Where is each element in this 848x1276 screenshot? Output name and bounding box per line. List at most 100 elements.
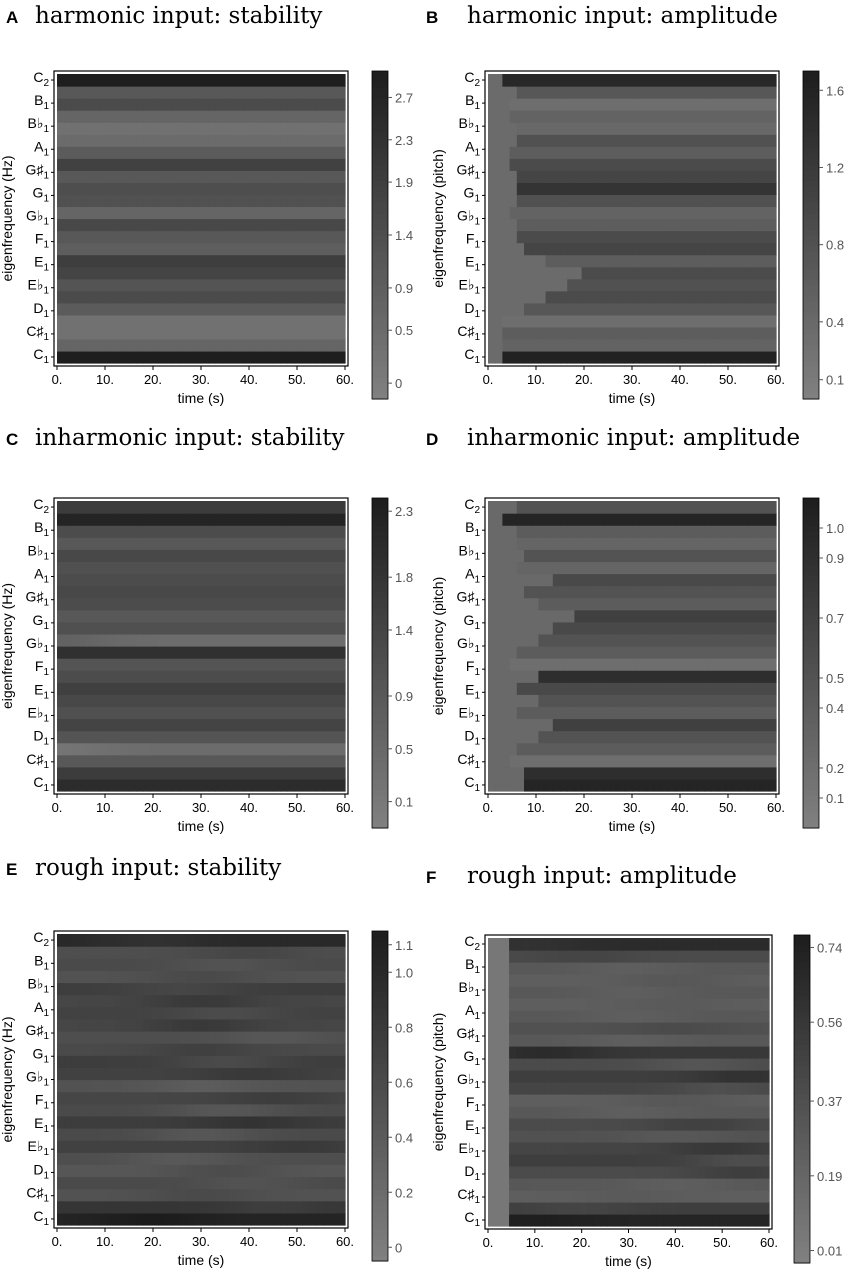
heatmap-cell <box>660 98 669 111</box>
heatmap-cell <box>610 182 619 196</box>
heatmap-cell <box>172 537 180 550</box>
heatmap-cell <box>323 621 332 635</box>
heatmap-cell <box>768 266 777 280</box>
heatmap-cell <box>646 754 655 768</box>
heatmap-cell <box>201 1140 209 1153</box>
heatmap-cell <box>660 290 669 304</box>
heatmap-cell <box>617 302 626 316</box>
heatmap-cell <box>64 170 72 183</box>
heatmap-cell <box>287 98 296 111</box>
heatmap-cell <box>639 98 647 111</box>
heatmap-cell <box>624 585 633 599</box>
heatmap-cell <box>538 182 547 196</box>
heatmap-cell <box>208 146 216 159</box>
y-tick-label: A1 <box>34 565 49 585</box>
heatmap-cell <box>258 1152 267 1165</box>
heatmap-cell <box>78 706 87 720</box>
heatmap-cell <box>740 170 748 183</box>
heatmap-cell <box>186 525 195 538</box>
heatmap-cell <box>610 254 619 268</box>
x-tick-label: 20. <box>144 800 162 815</box>
colorbar-step <box>803 262 819 269</box>
heatmap-cell <box>337 194 346 208</box>
heatmap-cell <box>660 134 669 147</box>
heatmap-cell <box>93 1079 101 1093</box>
heatmap-cell <box>107 694 116 708</box>
heatmap-cell <box>516 86 525 99</box>
heatmap-cell <box>495 730 503 744</box>
heatmap-cell <box>309 1200 317 1214</box>
heatmap-cell <box>114 266 123 280</box>
heatmap-cell <box>258 561 267 575</box>
heatmap-cell <box>229 242 238 256</box>
heatmap-cell <box>337 501 346 514</box>
heatmap-cell <box>222 525 231 538</box>
heatmap-cell <box>208 314 216 328</box>
heatmap-cell <box>100 1031 108 1044</box>
heatmap-cell <box>711 585 719 599</box>
heatmap-cell <box>265 1031 274 1044</box>
heatmap-cell <box>337 1067 346 1081</box>
heatmap-cell <box>574 718 583 732</box>
heatmap-cell <box>64 658 72 671</box>
heatmap-cell <box>531 609 539 623</box>
heatmap-cell <box>85 278 94 292</box>
heatmap-cell <box>754 633 763 647</box>
heatmap-cell <box>222 98 231 111</box>
heatmap-cell <box>114 1188 123 1202</box>
heatmap-cell <box>165 646 173 659</box>
heatmap-cell <box>172 110 180 123</box>
heatmap-cell <box>337 561 346 575</box>
heatmap-cell <box>273 74 281 87</box>
heatmap-cell <box>646 585 655 599</box>
heatmap-cell <box>150 1043 159 1056</box>
heatmap-cell <box>251 146 260 159</box>
heatmap-cell <box>718 182 727 196</box>
heatmap-cell <box>337 242 346 256</box>
heatmap-cell <box>323 278 332 292</box>
heatmap-cell <box>711 86 719 99</box>
colorbar-step <box>803 333 819 340</box>
heatmap-cell <box>57 585 65 599</box>
heatmap-cell <box>502 194 511 208</box>
colorbar-step <box>372 564 388 571</box>
heatmap-cell <box>761 718 770 732</box>
heatmap-cell <box>740 206 748 220</box>
heatmap-cell <box>100 1188 108 1202</box>
heatmap-cell <box>711 754 719 768</box>
heatmap-cell <box>100 537 108 550</box>
heatmap-cell <box>567 621 575 635</box>
heatmap-cell <box>316 658 324 671</box>
heatmap-cell <box>193 1176 202 1190</box>
heatmap-cell <box>495 278 503 292</box>
heatmap-cell <box>617 278 626 292</box>
heatmap-cell <box>617 290 626 304</box>
heatmap-cell <box>186 646 195 659</box>
heatmap-cell <box>157 1152 166 1165</box>
heatmap-cell <box>237 670 245 683</box>
heatmap-cell <box>229 158 238 171</box>
heatmap-cell <box>100 549 108 563</box>
heatmap-cell <box>646 290 655 304</box>
heatmap-cell <box>495 86 503 99</box>
heatmap-cell <box>71 1140 80 1153</box>
heatmap-cell <box>689 290 698 304</box>
heatmap-cell <box>179 1200 188 1214</box>
heatmap-cell <box>574 134 583 147</box>
heatmap-cell <box>114 1067 123 1081</box>
heatmap-cell <box>516 242 525 256</box>
heatmap-cell <box>129 694 137 708</box>
heatmap-cell <box>201 134 209 147</box>
heatmap-cell <box>316 314 324 328</box>
heatmap-cell <box>100 694 108 708</box>
heatmap-cell <box>186 242 195 256</box>
heatmap-cell <box>725 633 734 647</box>
heatmap-cell <box>574 694 583 708</box>
heatmap-cell <box>567 766 575 780</box>
heatmap-cell <box>150 1055 159 1068</box>
heatmap-cell <box>740 338 748 352</box>
heatmap-cell <box>301 549 310 563</box>
y-tick-label: E1 <box>465 253 480 273</box>
heatmap-cell <box>294 1031 303 1044</box>
heatmap-cell <box>143 122 152 135</box>
